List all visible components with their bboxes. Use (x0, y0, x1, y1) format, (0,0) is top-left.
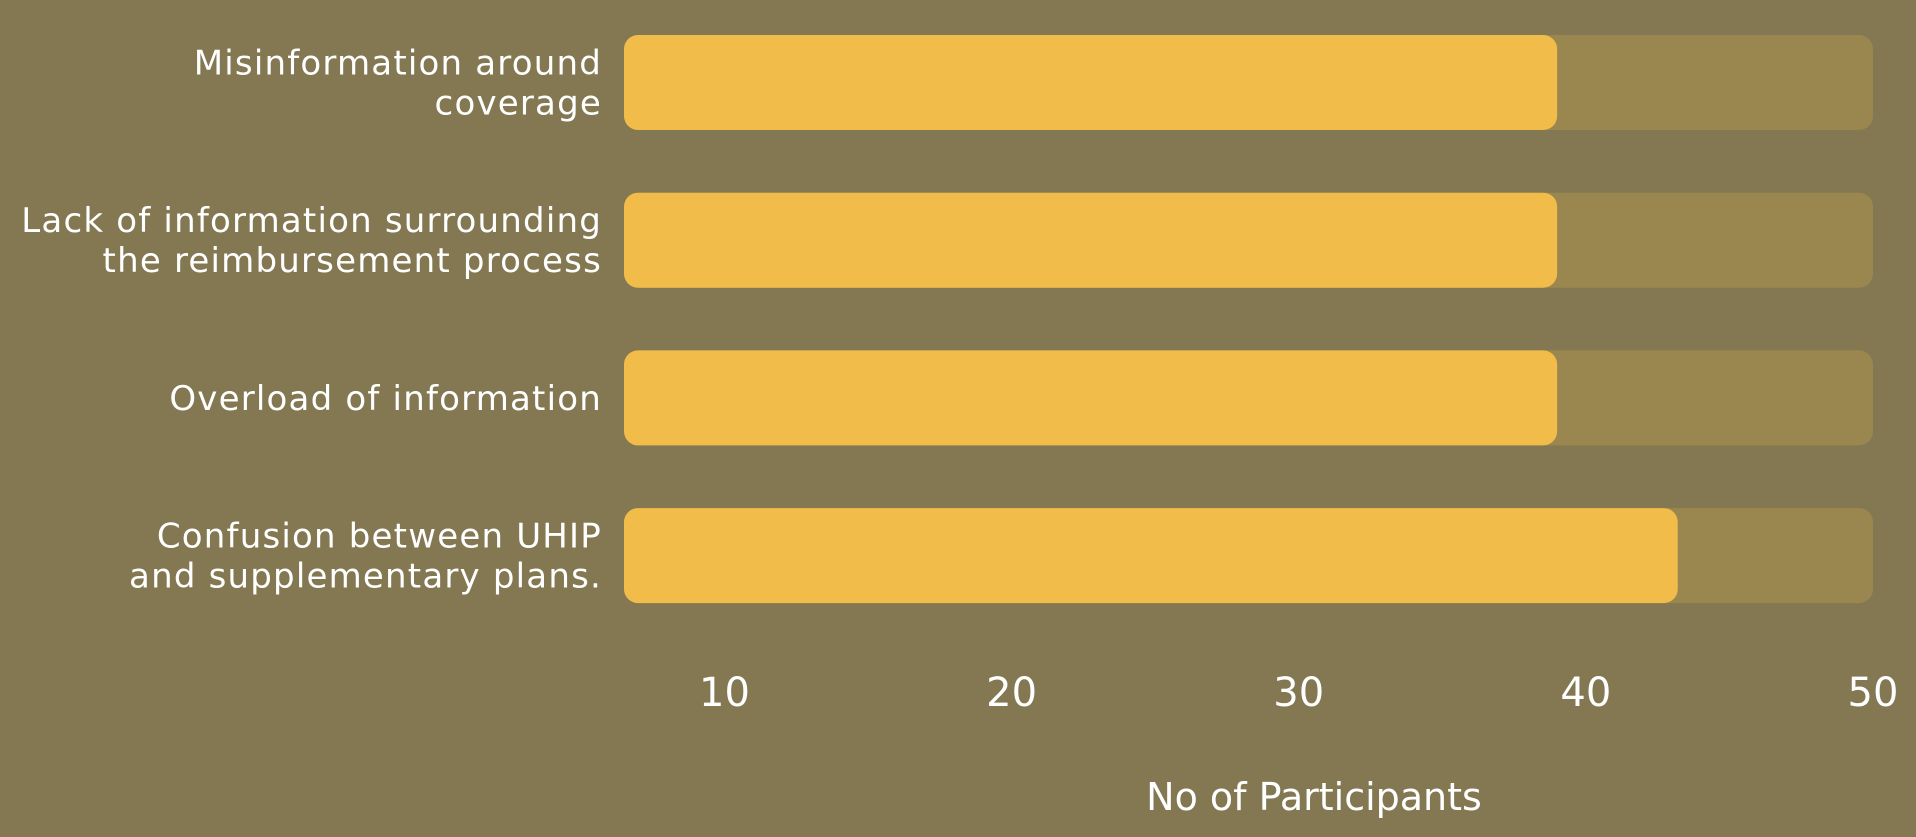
x-axis-title: No of Participants (1146, 775, 1482, 819)
bar (624, 350, 1558, 446)
x-tick-label: 10 (699, 670, 750, 716)
category-label: and supplementary plans. (129, 557, 602, 597)
x-tick-label: 40 (1560, 670, 1611, 716)
x-axis-ticks: 10 20 30 40 50 (699, 670, 1898, 716)
category-label: Lack of information surrounding (21, 201, 602, 241)
bar (624, 35, 1558, 130)
x-tick-label: 20 (986, 670, 1037, 716)
category-label: the reimbursement process (103, 241, 602, 281)
bars-group (624, 35, 1873, 604)
category-label: coverage (435, 84, 602, 124)
category-label: Confusion between UHIP (157, 517, 602, 557)
category-label: Misinformation around (194, 44, 602, 84)
x-tick-label: 50 (1848, 670, 1899, 716)
bar (624, 192, 1558, 288)
bar (624, 508, 1678, 604)
x-tick-label: 30 (1273, 670, 1324, 716)
category-label: Overload of information (169, 379, 602, 419)
